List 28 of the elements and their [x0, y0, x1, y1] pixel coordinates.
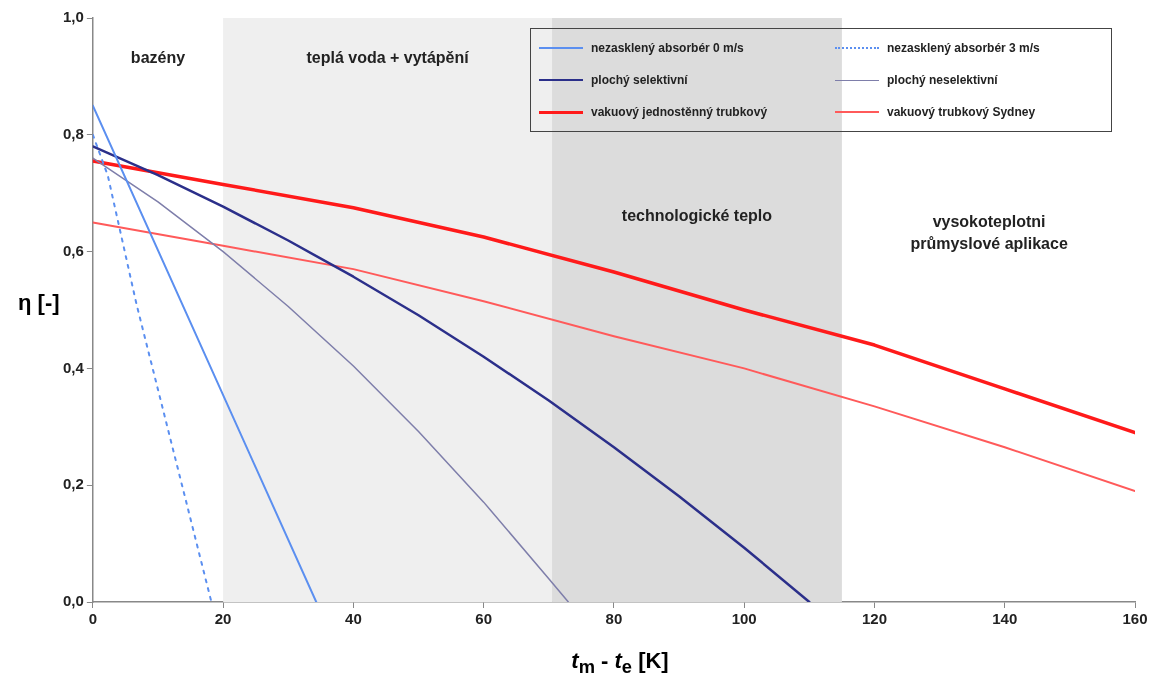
line-series — [92, 133, 213, 602]
x-tick-label: 60 — [475, 610, 492, 628]
legend-label: nezasklený absorbér 0 m/s — [591, 41, 744, 55]
y-tick-label: 0,0 — [62, 592, 84, 610]
x-tick-label: 140 — [992, 610, 1018, 628]
legend-label: vakuový trubkový Sydney — [887, 105, 1036, 119]
y-axis-title: η [-] — [18, 290, 60, 316]
x-tick-label: 40 — [345, 610, 362, 628]
annotation: bazény — [130, 49, 186, 67]
x-tick-label: 160 — [1122, 610, 1148, 628]
x-tick-label: 20 — [214, 610, 232, 628]
y-tick-label: 1,0 — [62, 8, 84, 26]
x-tick-label: 80 — [605, 610, 623, 628]
annotation: vysokoteplotni průmyslové aplikace — [910, 213, 1068, 253]
legend-label: plochý neselektivní — [887, 73, 998, 87]
band-label: technologické teplo — [621, 206, 773, 224]
legend-label: plochý selektivní — [591, 73, 688, 87]
x-axis-title: t$_{m}$ - t$_{e}$ [K] — [570, 648, 670, 679]
legend-label: nezasklený absorbér 3 m/s — [887, 41, 1040, 55]
y-tick-label: 0,4 — [62, 358, 85, 376]
y-tick-label: 0,8 — [62, 124, 84, 142]
x-tick-label: 100 — [731, 610, 757, 628]
y-tick-label: 0,6 — [62, 241, 84, 259]
legend-label: vakuový jednostěnný trubkový — [591, 105, 768, 119]
y-tick-label: 0,2 — [62, 475, 84, 493]
x-tick-label: 120 — [861, 610, 887, 628]
x-tick-label: 0 — [88, 610, 98, 628]
band-label: teplá voda + vytápění — [306, 49, 470, 67]
